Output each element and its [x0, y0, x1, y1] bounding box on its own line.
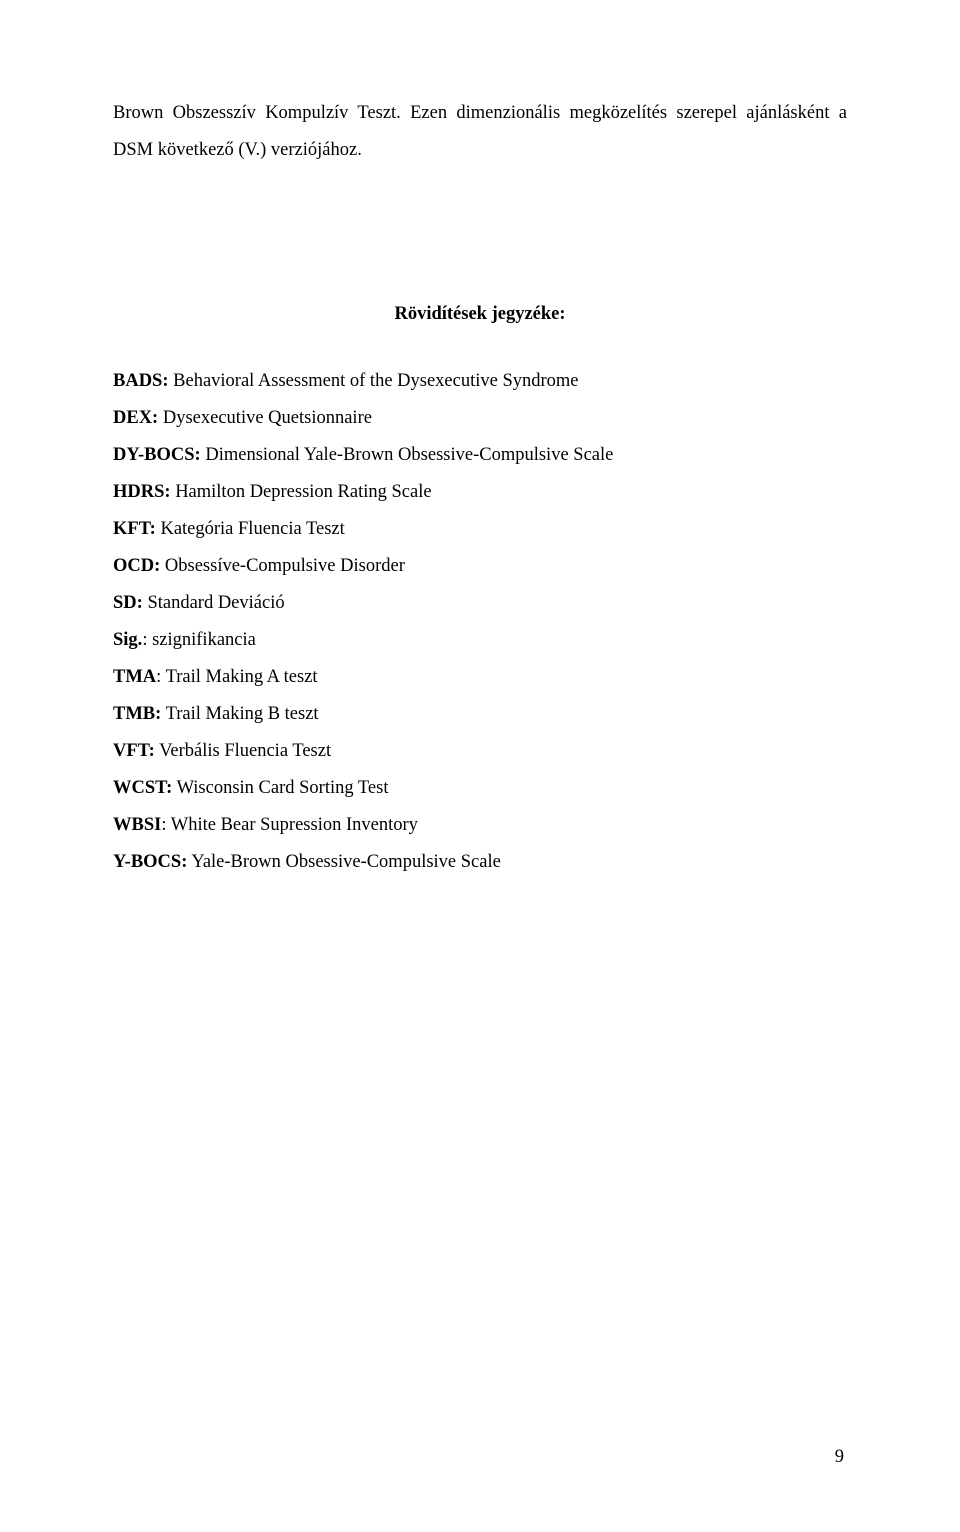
abbreviation-value: Hamilton Depression Rating Scale [171, 482, 432, 502]
abbreviation-key: DY-BOCS: [113, 445, 201, 465]
abbreviations-list: BADS: Behavioral Assessment of the Dysex… [113, 363, 847, 881]
abbreviation-value: Yale-Brown Obsessive-Compulsive Scale [187, 852, 500, 872]
abbreviation-value: Dimensional Yale-Brown Obsessive-Compuls… [201, 445, 614, 465]
abbreviation-key: VFT: [113, 741, 155, 761]
abbreviation-item: TMA: Trail Making A teszt [113, 659, 847, 696]
abbreviation-item: Y-BOCS: Yale-Brown Obsessive-Compulsive … [113, 844, 847, 881]
abbreviation-key: SD: [113, 593, 143, 613]
abbreviation-key: DEX: [113, 408, 158, 428]
abbreviation-item: WCST: Wisconsin Card Sorting Test [113, 770, 847, 807]
abbreviation-item: OCD: Obsessíve-Compulsive Disorder [113, 548, 847, 585]
abbreviation-key: Sig. [113, 630, 142, 650]
abbreviation-value: Trail Making B teszt [161, 704, 318, 724]
intro-paragraph: Brown Obszesszív Kompulzív Teszt. Ezen d… [113, 95, 847, 169]
abbreviation-value: : szignifikancia [142, 630, 256, 650]
abbreviation-value: Dysexecutive Quetsionnaire [158, 408, 372, 428]
abbreviation-value: Kategória Fluencia Teszt [156, 519, 345, 539]
abbreviation-item: DEX: Dysexecutive Quetsionnaire [113, 400, 847, 437]
abbreviation-item: TMB: Trail Making B teszt [113, 696, 847, 733]
abbreviation-item: WBSI: White Bear Supression Inventory [113, 807, 847, 844]
abbreviation-value: Standard Deviáció [143, 593, 285, 613]
abbreviation-key: TMA [113, 667, 156, 687]
abbreviation-item: Sig.: szignifikancia [113, 622, 847, 659]
abbreviation-value: Behavioral Assessment of the Dysexecutiv… [169, 371, 579, 391]
abbreviation-key: HDRS: [113, 482, 171, 502]
abbreviation-key: WBSI [113, 815, 161, 835]
abbreviation-key: WCST: [113, 778, 172, 798]
abbreviation-item: DY-BOCS: Dimensional Yale-Brown Obsessiv… [113, 437, 847, 474]
abbreviation-value: Verbális Fluencia Teszt [155, 741, 331, 761]
abbreviations-title: Rövidítések jegyzéke: [113, 304, 847, 325]
abbreviation-value: Wisconsin Card Sorting Test [172, 778, 388, 798]
abbreviation-item: BADS: Behavioral Assessment of the Dysex… [113, 363, 847, 400]
abbreviation-key: Y-BOCS: [113, 852, 187, 872]
abbreviation-key: BADS: [113, 371, 169, 391]
abbreviation-item: HDRS: Hamilton Depression Rating Scale [113, 474, 847, 511]
abbreviation-item: VFT: Verbális Fluencia Teszt [113, 733, 847, 770]
abbreviation-value: : White Bear Supression Inventory [161, 815, 418, 835]
abbreviation-item: SD: Standard Deviáció [113, 585, 847, 622]
abbreviation-value: Obsessíve-Compulsive Disorder [160, 556, 405, 576]
abbreviation-key: KFT: [113, 519, 156, 539]
abbreviation-key: TMB: [113, 704, 161, 724]
abbreviation-value: : Trail Making A teszt [156, 667, 317, 687]
abbreviation-key: OCD: [113, 556, 160, 576]
abbreviation-item: KFT: Kategória Fluencia Teszt [113, 511, 847, 548]
page-number: 9 [835, 1447, 844, 1468]
